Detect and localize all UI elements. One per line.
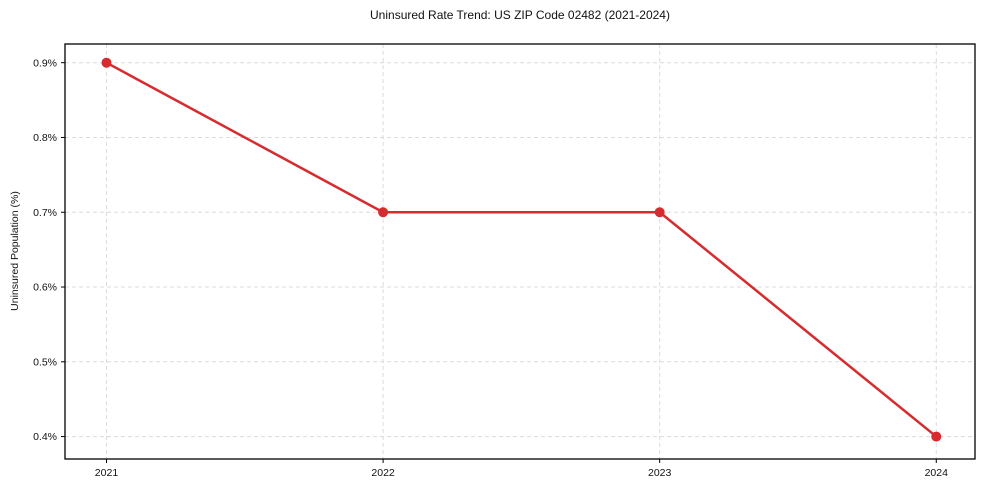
y-tick-label: 0.7% [33, 207, 57, 219]
x-tick-label: 2021 [95, 467, 119, 479]
trend-line [105, 61, 938, 438]
data-point [101, 57, 112, 68]
x-tick-label: 2022 [371, 467, 395, 479]
plot-border [64, 43, 976, 460]
x-tick-label: 2023 [648, 467, 672, 479]
y-tick-label: 0.8% [33, 132, 57, 144]
chart-title: Uninsured Rate Trend: US ZIP Code 02482 … [370, 8, 670, 22]
y-tick-label: 0.6% [33, 282, 57, 294]
data-point [931, 431, 942, 442]
x-tick-label: 2024 [925, 467, 949, 479]
data-point [654, 207, 665, 218]
data-point [378, 207, 389, 218]
y-tick-label: 0.9% [33, 57, 57, 69]
y-tick-label: 0.4% [33, 431, 57, 443]
y-tick-label: 0.5% [33, 356, 57, 368]
